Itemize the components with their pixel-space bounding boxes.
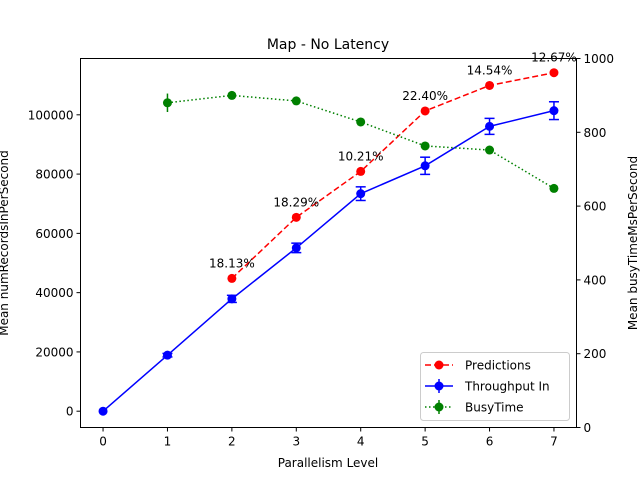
y-right-tick-label: 1000 [584, 52, 615, 66]
series-line-throughput-in [102, 109, 555, 412]
data-point [162, 350, 172, 360]
x-tick-label: 4 [357, 435, 365, 449]
annotation-label: 18.13% [209, 256, 255, 270]
legend-label-predictions: Predictions [465, 359, 531, 373]
y-axis-right: 0 200 400 600 800 1000 [576, 52, 615, 435]
annotation-label: 10.21% [338, 149, 384, 163]
legend-label-throughput-in: Throughput In [464, 380, 550, 394]
y-axis-right-title: Mean busyTimeMsPerSecond [626, 156, 640, 330]
data-point [420, 161, 430, 171]
data-point [485, 121, 495, 131]
annotation-label: 12.67% [531, 51, 577, 65]
y-left-tick-label: 40000 [35, 286, 73, 300]
y-left-tick-label: 100000 [28, 108, 74, 122]
x-tick-label: 1 [164, 435, 172, 449]
data-point [420, 106, 430, 116]
y-left-tick-label: 80000 [35, 168, 73, 182]
data-point [549, 106, 559, 116]
y-right-tick-label: 800 [584, 126, 607, 140]
annotations: 18.13% 18.29% 10.21% 22.40% 14.54% 12.67% [209, 51, 577, 271]
data-point [356, 166, 366, 176]
legend-label-busytime: BusyTime [465, 401, 524, 415]
plot-frame [80, 58, 577, 428]
y-right-tick-label: 400 [584, 273, 607, 287]
annotation-label: 18.29% [273, 195, 319, 209]
x-tick-label: 6 [486, 435, 494, 449]
y-axis-left-title: Mean numRecordsInPerSecond [0, 150, 11, 336]
data-point [291, 96, 301, 106]
data-point [162, 98, 172, 108]
y-left-tick-label: 0 [66, 405, 74, 419]
data-point [227, 273, 237, 283]
data-point [485, 80, 495, 90]
y-left-tick-label: 20000 [35, 345, 73, 359]
y-right-tick-label: 200 [584, 347, 607, 361]
x-tick-label: 2 [228, 435, 236, 449]
x-axis: 0 1 2 3 4 5 6 7 [99, 427, 558, 449]
annotation-label: 14.54% [467, 63, 513, 77]
x-tick-label: 5 [421, 435, 429, 449]
data-point [549, 68, 559, 78]
series-line-predictions [231, 71, 555, 279]
legend: Predictions Throughput In BusyTime [420, 352, 570, 421]
data-point [356, 189, 366, 199]
data-point [420, 141, 430, 151]
series-busytime [162, 90, 559, 193]
series-predictions [227, 68, 559, 283]
y-right-tick-label: 0 [584, 421, 592, 435]
annotation-label: 22.40% [402, 89, 448, 103]
data-point [485, 145, 495, 155]
legend-marker-predictions [434, 360, 444, 370]
legend-marker-throughput-in [434, 381, 444, 391]
x-tick-label: 0 [99, 435, 107, 449]
x-tick-label: 3 [292, 435, 300, 449]
series-throughput-in [98, 101, 559, 416]
data-point [356, 117, 366, 127]
legend-marker-busytime [434, 402, 444, 412]
y-right-tick-label: 600 [584, 200, 607, 214]
data-point [227, 294, 237, 304]
data-point [291, 212, 301, 222]
data-point [291, 243, 301, 253]
data-point [227, 90, 237, 100]
data-point [549, 183, 559, 193]
plot-area [98, 68, 559, 416]
y-axis-left: 0 20000 40000 60000 80000 100000 [28, 108, 81, 419]
data-point [98, 406, 108, 416]
x-axis-title: Parallelism Level [278, 456, 379, 470]
x-tick-label: 7 [550, 435, 558, 449]
legend-frame [420, 352, 570, 421]
y-left-tick-label: 60000 [35, 227, 73, 241]
chart-title: Map - No Latency [267, 37, 389, 53]
